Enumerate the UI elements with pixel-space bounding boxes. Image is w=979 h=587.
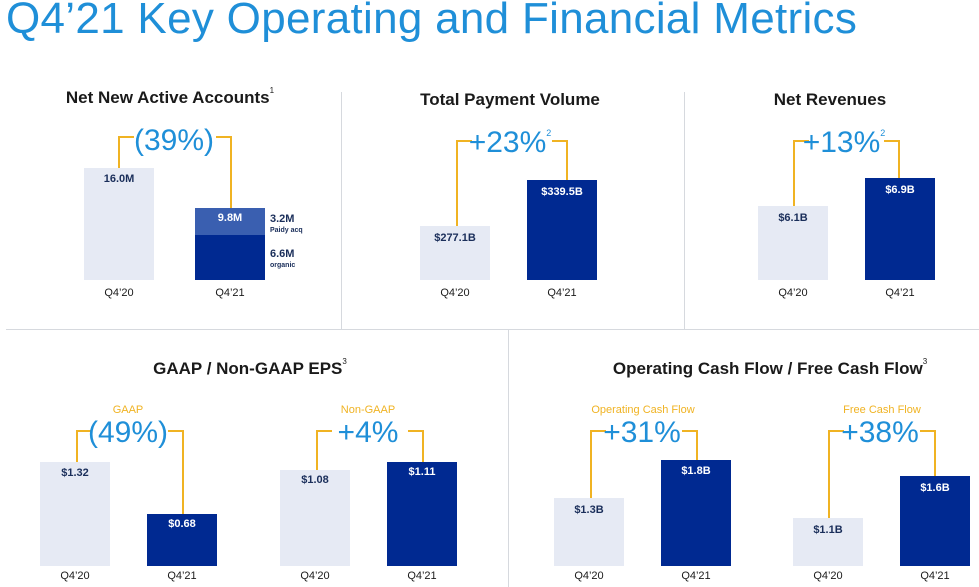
eps-gaap-label: GAAP	[112, 404, 144, 416]
eps-nongaap-val-q420: $1.08	[301, 474, 329, 486]
rev-bar-q420	[758, 206, 828, 280]
tpv-change-text: +23%	[468, 126, 547, 159]
cf-ocf-bar-q421	[661, 460, 731, 566]
eps-gaap-val-q420: $1.32	[61, 467, 89, 479]
eps-title-text: GAAP / Non-GAAP EPS	[153, 359, 343, 378]
tpv-title-text: Total Payment Volume	[420, 90, 600, 109]
cf-fcf-bar-q421	[900, 476, 970, 566]
page-title: Q4’21 Key Operating and Financial Metric…	[6, 0, 858, 43]
nna-title-text: Net New Active Accounts	[65, 88, 270, 107]
cf-fcf-val-q421: $1.6B	[920, 482, 950, 494]
nna-organic-label: 6.6M organic	[270, 248, 295, 272]
eps-gaap-bar-q420	[40, 462, 110, 566]
eps-nongaap-bar-q420	[280, 470, 350, 566]
eps-gaap-xlab-q420: Q4’20	[60, 570, 90, 582]
cf-footnote: 3	[922, 357, 928, 366]
rev-bar-q421	[865, 178, 935, 280]
eps-title: GAAP / Non-GAAP EPS3	[110, 357, 390, 379]
eps-nongaap-bracket-right	[408, 430, 424, 464]
cf-ocf-xlab-q420: Q4’20	[574, 570, 604, 582]
nna-bar-organic	[195, 235, 265, 280]
tpv-bracket-right	[552, 140, 568, 182]
rev-title-text: Net Revenues	[773, 90, 887, 109]
cf-ocf-label: Operating Cash Flow	[591, 404, 695, 416]
cf-ocf-change: +31%	[603, 416, 681, 449]
cf-ocf-bracket-right	[682, 430, 698, 462]
eps-gaap-bracket-right	[168, 430, 184, 516]
rev-xlab-q420: Q4’20	[778, 287, 808, 299]
rev-change: +13%2	[798, 126, 890, 160]
eps-gaap-xlab-q421: Q4’21	[167, 570, 197, 582]
eps-nongaap-xlab-q420: Q4’20	[300, 570, 330, 582]
cf-fcf-bracket-right	[920, 430, 936, 478]
tpv-footnote: 2	[546, 128, 552, 138]
nna-bracket-right	[216, 136, 232, 210]
eps-nongaap-bar-q421	[387, 462, 457, 566]
rev-title: Net Revenues	[705, 90, 955, 110]
nna-title: Net New Active Accounts1	[30, 86, 310, 108]
cf-title: Operating Cash Flow / Free Cash Flow3	[580, 357, 960, 379]
divider-h	[6, 329, 979, 330]
tpv-title: Total Payment Volume	[370, 90, 650, 110]
nna-paidy-label: 3.2M Paidy acq	[270, 213, 303, 237]
eps-nongaap-xlab-q421: Q4’21	[407, 570, 437, 582]
eps-nongaap-change: +4%	[337, 416, 399, 449]
nna-bracket-left	[118, 136, 134, 170]
nna-bar-q420	[84, 168, 154, 280]
nna-paidy-name: Paidy acq	[270, 227, 303, 234]
tpv-bar-q420	[420, 226, 490, 280]
eps-gaap-bar-q421	[147, 514, 217, 566]
cf-fcf-val-q420: $1.1B	[813, 524, 843, 536]
cf-fcf-xlab-q421: Q4’21	[920, 570, 950, 582]
cf-ocf-bracket-left	[590, 430, 606, 500]
nna-footnote: 1	[269, 86, 275, 95]
cf-ocf-bar-q420	[554, 498, 624, 566]
cf-fcf-bar-q420	[793, 518, 863, 566]
nna-val-q421: 9.8M	[217, 212, 243, 224]
rev-change-text: +13%	[802, 126, 881, 159]
cf-ocf-val-q421: $1.8B	[681, 465, 711, 477]
cf-title-text: Operating Cash Flow / Free Cash Flow	[612, 359, 923, 378]
cf-fcf-change: +38%	[841, 416, 919, 449]
tpv-xlab-q421: Q4’21	[547, 287, 577, 299]
nna-bar-paidy	[195, 208, 265, 235]
tpv-bar-q421	[527, 180, 597, 280]
tpv-bracket-left	[456, 140, 472, 228]
eps-footnote: 3	[342, 357, 347, 366]
nna-paidy-value: 3.2M	[270, 213, 295, 225]
rev-val-q420: $6.1B	[778, 212, 808, 224]
nna-organic-name: organic	[270, 262, 296, 269]
rev-val-q421: $6.9B	[885, 184, 915, 196]
divider-v3	[508, 330, 509, 587]
eps-nongaap-val-q421: $1.11	[408, 466, 436, 478]
eps-gaap-change: (49%)	[87, 416, 169, 449]
rev-bracket-left	[793, 140, 809, 208]
nna-xlab-q421: Q4’21	[215, 287, 245, 299]
cf-fcf-label: Free Cash Flow	[843, 404, 921, 416]
nna-change: (39%)	[133, 124, 215, 157]
divider-v2	[684, 92, 685, 329]
nna-val-q420: 16.0M	[103, 173, 135, 185]
rev-xlab-q421: Q4’21	[885, 287, 915, 299]
tpv-xlab-q420: Q4’20	[440, 287, 470, 299]
eps-gaap-bracket-left	[76, 430, 92, 464]
cf-ocf-xlab-q421: Q4’21	[681, 570, 711, 582]
eps-nongaap-label: Non-GAAP	[340, 404, 396, 416]
cf-ocf-val-q420: $1.3B	[574, 504, 604, 516]
tpv-val-q420: $277.1B	[434, 232, 476, 244]
cf-fcf-bracket-left	[828, 430, 844, 520]
rev-footnote: 2	[880, 128, 886, 138]
divider-v1	[341, 92, 342, 329]
tpv-val-q421: $339.5B	[541, 186, 583, 198]
eps-gaap-val-q421: $0.68	[168, 518, 196, 530]
nna-organic-value: 6.6M	[270, 248, 295, 260]
tpv-change: +23%2	[462, 126, 558, 160]
cf-fcf-xlab-q420: Q4’20	[813, 570, 843, 582]
nna-xlab-q420: Q4’20	[104, 287, 134, 299]
eps-nongaap-bracket-left	[316, 430, 332, 472]
rev-bracket-right	[884, 140, 900, 180]
